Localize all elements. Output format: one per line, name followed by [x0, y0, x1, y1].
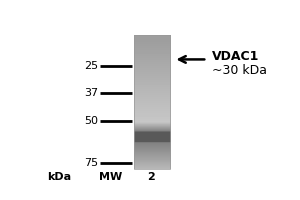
Text: 75: 75	[84, 158, 98, 168]
Text: 37: 37	[84, 88, 98, 98]
Text: 50: 50	[84, 116, 98, 126]
Text: MW: MW	[99, 172, 122, 182]
Text: kDa: kDa	[47, 172, 71, 182]
Text: 25: 25	[84, 61, 98, 71]
Bar	[134, 35, 170, 169]
Text: ~30 kDa: ~30 kDa	[212, 64, 267, 77]
Text: VDAC1: VDAC1	[212, 50, 259, 63]
Text: 2: 2	[148, 172, 155, 182]
